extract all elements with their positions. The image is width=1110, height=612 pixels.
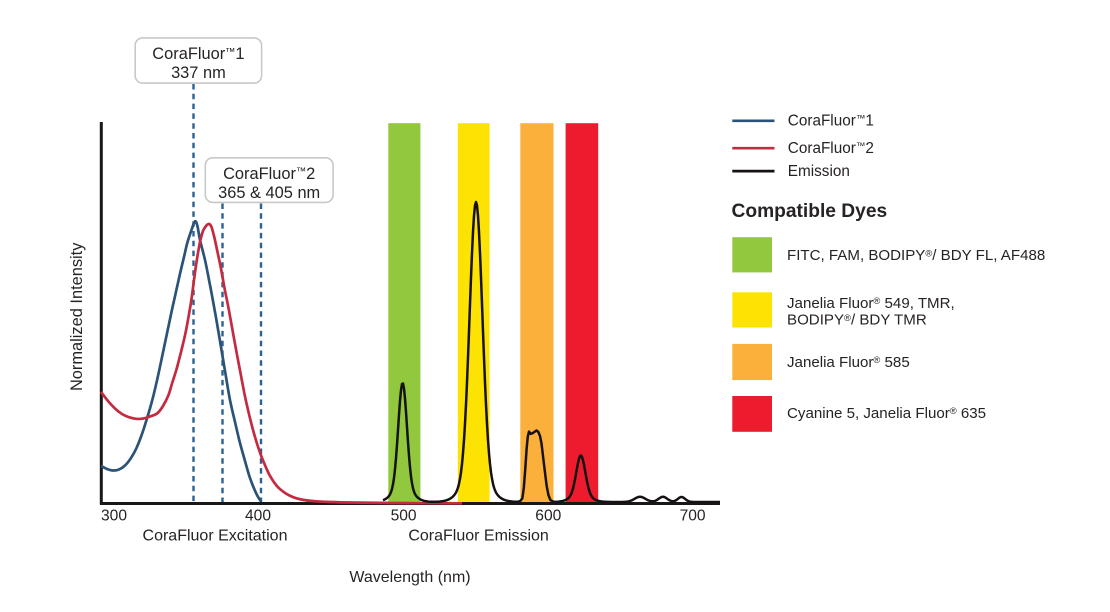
svg-text:CoraFluor™2: CoraFluor™2 — [223, 165, 315, 183]
svg-text:500: 500 — [391, 508, 417, 525]
svg-text:BODIPY®/ BDY TMR: BODIPY®/ BDY TMR — [787, 312, 927, 329]
svg-text:CoraFluor Excitation: CoraFluor Excitation — [143, 528, 288, 545]
svg-text:365 & 405 nm: 365 & 405 nm — [218, 184, 320, 202]
svg-text:FITC, FAM, BODIPY®/ BDY FL, AF: FITC, FAM, BODIPY®/ BDY FL, AF488 — [787, 247, 1045, 264]
svg-text:Cyanine 5, Janelia Fluor® 635: Cyanine 5, Janelia Fluor® 635 — [787, 405, 986, 422]
svg-text:300: 300 — [101, 508, 127, 525]
svg-text:Compatible Dyes: Compatible Dyes — [732, 201, 888, 222]
svg-text:CoraFluor™1: CoraFluor™1 — [152, 45, 244, 63]
svg-text:Janelia Fluor® 549, TMR,: Janelia Fluor® 549, TMR, — [787, 295, 955, 312]
svg-text:CoraFluor™2: CoraFluor™2 — [788, 140, 874, 157]
svg-text:Emission: Emission — [788, 163, 850, 180]
svg-text:CoraFluor™1: CoraFluor™1 — [788, 113, 874, 130]
svg-text:600: 600 — [535, 508, 561, 525]
svg-text:Normalized Intensity: Normalized Intensity — [68, 242, 86, 391]
svg-text:Janelia Fluor® 585: Janelia Fluor® 585 — [787, 354, 910, 371]
svg-text:400: 400 — [245, 508, 271, 525]
svg-text:Wavelength (nm): Wavelength (nm) — [349, 569, 470, 586]
svg-text:CoraFluor Emission: CoraFluor Emission — [408, 528, 548, 545]
svg-text:337 nm: 337 nm — [171, 64, 226, 82]
svg-text:700: 700 — [680, 508, 706, 525]
